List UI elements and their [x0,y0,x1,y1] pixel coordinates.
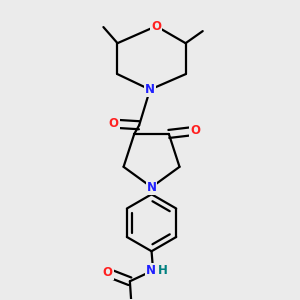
Text: H: H [158,264,168,277]
Text: N: N [146,181,157,194]
Text: O: O [103,266,112,279]
Text: O: O [190,124,200,137]
Text: N: N [146,264,156,277]
Text: O: O [109,117,119,130]
Text: O: O [151,20,161,33]
Text: N: N [145,83,155,96]
